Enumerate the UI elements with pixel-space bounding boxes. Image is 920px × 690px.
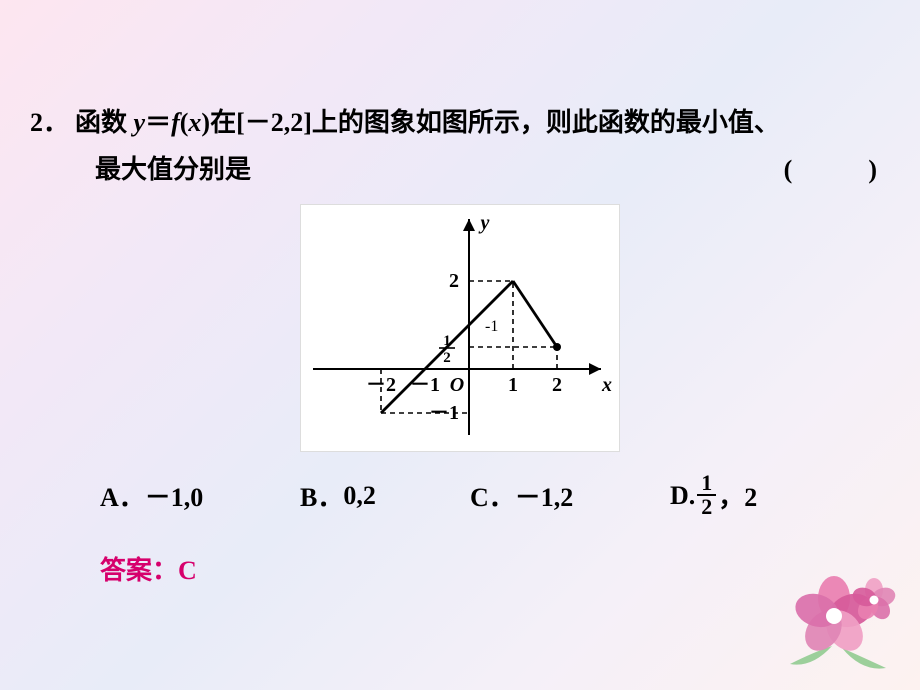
var-f: f (171, 108, 180, 137)
paren-r: ) (201, 108, 210, 137)
options-row: A．－1,0 B．0,2 C．－1,2 D. 1 2 ，2 (100, 472, 890, 520)
question-line-1: 2． 函数 y＝f(x)在[－2,2]上的图象如图所示，则此函数的最小值、 (30, 100, 890, 147)
option-c-text: －1,2 (515, 477, 574, 514)
frac-num: 1 (697, 472, 716, 496)
var-x: x (188, 108, 201, 137)
svg-text:O: O (450, 374, 464, 396)
svg-text:1: 1 (508, 374, 518, 396)
answer-blank: ( ) (784, 147, 885, 194)
option-d-fraction: 1 2 (697, 472, 716, 520)
answer-value: C (178, 556, 197, 585)
option-a-label: A． (100, 477, 145, 514)
option-a-text: －1,0 (145, 477, 204, 514)
option-b-text: 0,2 (343, 481, 376, 511)
function-graph: －2－112－1212-1Oxy (300, 204, 620, 452)
svg-text:x: x (601, 374, 612, 396)
q-prefix: 函数 (75, 108, 134, 137)
option-a: A．－1,0 (100, 477, 300, 514)
question-line-2: 最大值分别是 ( ) (95, 147, 885, 194)
option-d: D. 1 2 ，2 (670, 472, 757, 520)
option-c: C．－1,2 (470, 477, 670, 514)
option-b: B．0,2 (300, 477, 470, 514)
svg-text:y: y (479, 212, 490, 234)
svg-text:2: 2 (443, 350, 451, 366)
svg-text:－1: －1 (429, 402, 459, 424)
answer-label: 答案： (100, 556, 178, 585)
svg-text:2: 2 (449, 270, 459, 292)
question-text-2: 最大值分别是 (95, 147, 251, 194)
frac-den: 2 (697, 496, 716, 520)
flower-decoration (772, 568, 902, 678)
option-b-label: B． (300, 477, 343, 514)
option-c-label: C． (470, 477, 515, 514)
q-mid: 在[－2,2]上的图象如图所示，则此函数的最小值、 (210, 108, 780, 137)
question-text-1: 函数 y＝f(x)在[－2,2]上的图象如图所示，则此函数的最小值、 (75, 100, 890, 147)
svg-text:2: 2 (552, 374, 562, 396)
svg-text:－2: －2 (366, 374, 396, 396)
var-y: y (134, 108, 146, 137)
option-d-after: ，2 (718, 477, 757, 514)
svg-text:-1: -1 (485, 318, 498, 335)
svg-text:－1: －1 (410, 374, 440, 396)
eq-sign: ＝ (145, 108, 171, 137)
question-number: 2． (30, 100, 75, 147)
svg-text:1: 1 (443, 333, 451, 349)
option-d-label: D. (670, 481, 695, 511)
